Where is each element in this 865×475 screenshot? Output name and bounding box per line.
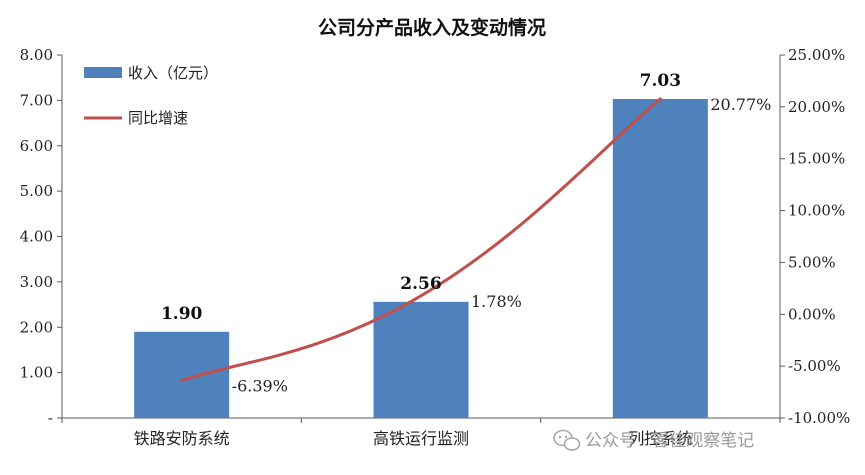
legend-bar-label: 收入（亿元） <box>128 64 218 82</box>
right-tick-label: 15.00% <box>788 150 845 168</box>
right-tick-label: 20.00% <box>788 98 845 116</box>
bar <box>134 332 229 418</box>
left-tick-label: - <box>48 409 53 427</box>
bar <box>613 99 708 418</box>
left-tick-label: 2.00 <box>20 318 53 336</box>
left-tick-label: 7.00 <box>20 91 53 109</box>
left-tick-label: 4.00 <box>20 228 53 246</box>
x-category-label: 铁路安防系统 <box>134 429 230 448</box>
right-tick-label: 5.00% <box>788 253 836 271</box>
bar-value-label: 2.56 <box>400 274 441 294</box>
x-category-label: 高铁运行监测 <box>373 429 469 448</box>
watermark: 公众号 · 畧佳观察笔记 <box>554 431 754 452</box>
growth-value-label: -6.39% <box>232 377 288 396</box>
left-tick-label: 5.00 <box>20 182 53 200</box>
left-tick-label: 8.00 <box>20 46 53 64</box>
legend-line-label: 同比增速 <box>128 109 188 127</box>
growth-value-label: 1.78% <box>471 292 522 311</box>
chart-title: 公司分产品收入及变动情况 <box>318 16 546 39</box>
left-tick-label: 6.00 <box>20 137 53 155</box>
bar-value-label: 1.90 <box>161 304 203 324</box>
watermark-text: 公众号 · 畧佳观察笔记 <box>585 431 754 451</box>
growth-value-label: 20.77% <box>710 95 771 114</box>
left-tick-label: 1.00 <box>20 364 53 382</box>
right-tick-label: 10.00% <box>788 202 845 220</box>
right-tick-label: 25.00% <box>788 46 845 64</box>
right-tick-label: 0.00% <box>788 305 836 323</box>
right-tick-label: -5.00% <box>788 357 841 375</box>
left-tick-label: 3.00 <box>20 273 53 291</box>
right-tick-label: -10.00% <box>788 409 850 427</box>
wechat-icon <box>554 431 580 451</box>
bar <box>374 302 469 418</box>
legend-bar-swatch <box>84 67 122 78</box>
bar-value-label: 7.03 <box>640 71 681 91</box>
